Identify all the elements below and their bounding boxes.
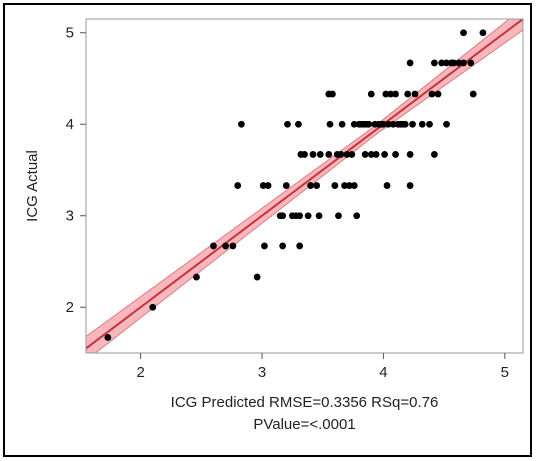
data-point bbox=[261, 242, 268, 250]
data-point bbox=[401, 120, 409, 128]
chart-frame: 2 3 4 5 2 3 4 5 ICG Predicted RMSE=0.3356 RSq=0… bbox=[3, 3, 532, 457]
x-tick-label: 2 bbox=[136, 364, 144, 381]
data-point bbox=[348, 151, 356, 158]
data-point bbox=[222, 242, 229, 250]
y-tick-label: 5 bbox=[66, 25, 74, 42]
data-point bbox=[325, 151, 333, 158]
data-point bbox=[282, 182, 290, 189]
confidence-band-lower bbox=[94, 29, 523, 353]
data-point bbox=[307, 182, 314, 189]
x-tick-label: 4 bbox=[379, 364, 387, 381]
data-point bbox=[350, 182, 358, 189]
data-point bbox=[335, 212, 342, 220]
data-point bbox=[331, 182, 339, 189]
data-point bbox=[301, 151, 308, 158]
data-point bbox=[418, 120, 426, 128]
data-point bbox=[304, 212, 312, 220]
data-point bbox=[467, 59, 475, 67]
data-point bbox=[455, 59, 463, 67]
x-axis-label-stats: PValue=<.0001 bbox=[253, 416, 355, 433]
data-point bbox=[392, 151, 399, 158]
data-point bbox=[104, 334, 112, 341]
data-point bbox=[430, 59, 438, 67]
data-point bbox=[253, 273, 261, 281]
data-point bbox=[341, 182, 348, 189]
data-point bbox=[430, 151, 438, 158]
data-point bbox=[367, 151, 375, 158]
data-point bbox=[469, 90, 477, 98]
data-point bbox=[296, 242, 304, 250]
data-point bbox=[367, 90, 375, 98]
data-point bbox=[380, 120, 387, 128]
confidence-band-upper bbox=[86, 19, 511, 337]
data-point bbox=[329, 90, 336, 98]
data-point bbox=[382, 90, 390, 98]
data-point bbox=[326, 120, 334, 128]
data-point bbox=[295, 120, 302, 128]
data-point bbox=[365, 120, 373, 128]
data-point bbox=[313, 182, 321, 189]
scatter-plot: 2 3 4 5 2 3 4 5 ICG Predicted RMSE=0.3356 RSq=0… bbox=[24, 18, 524, 433]
data-point bbox=[460, 29, 467, 37]
y-tick-label: 4 bbox=[66, 116, 74, 133]
data-point bbox=[406, 182, 414, 189]
data-point bbox=[346, 182, 353, 189]
data-point bbox=[438, 59, 446, 67]
data-point bbox=[426, 120, 433, 128]
data-point bbox=[149, 303, 157, 311]
data-point bbox=[193, 273, 200, 281]
data-point bbox=[284, 120, 291, 128]
data-point bbox=[237, 120, 245, 128]
data-point bbox=[387, 90, 395, 98]
data-point bbox=[434, 90, 442, 98]
data-point bbox=[309, 151, 317, 158]
data-point bbox=[279, 242, 287, 250]
data-point bbox=[383, 182, 391, 189]
data-point bbox=[479, 29, 487, 37]
x-tick-label: 3 bbox=[258, 364, 266, 381]
data-point bbox=[443, 120, 450, 128]
y-tick-label: 3 bbox=[66, 208, 74, 225]
data-point bbox=[460, 59, 467, 67]
data-point bbox=[338, 120, 346, 128]
plot-area-border bbox=[85, 18, 524, 354]
data-point bbox=[389, 120, 397, 128]
x-axis-label: ICG Predicted RMSE=0.3356 RSq=0.76 bbox=[171, 394, 439, 411]
data-point bbox=[264, 182, 272, 189]
data-point bbox=[409, 120, 416, 128]
data-point bbox=[443, 59, 450, 67]
data-point bbox=[279, 212, 287, 220]
data-point bbox=[296, 212, 304, 220]
data-point bbox=[210, 242, 217, 250]
data-point bbox=[361, 151, 369, 158]
data-point bbox=[406, 59, 414, 67]
data-point bbox=[406, 151, 414, 158]
data-point bbox=[392, 90, 399, 98]
data-point bbox=[316, 151, 324, 158]
y-axis-label: ICG Actual bbox=[24, 150, 41, 222]
data-point bbox=[350, 120, 358, 128]
data-point bbox=[343, 151, 351, 158]
x-tick-label: 5 bbox=[501, 364, 509, 381]
data-point bbox=[234, 182, 242, 189]
data-point bbox=[259, 182, 267, 189]
data-point bbox=[384, 120, 392, 128]
data-point bbox=[353, 212, 361, 220]
data-point bbox=[229, 242, 237, 250]
data-point bbox=[428, 90, 436, 98]
data-point bbox=[337, 151, 345, 158]
data-point bbox=[372, 151, 380, 158]
fit-line bbox=[86, 19, 523, 350]
data-point bbox=[315, 212, 323, 220]
data-point bbox=[381, 151, 389, 158]
y-tick-label: 2 bbox=[66, 299, 74, 316]
data-point bbox=[411, 90, 419, 98]
data-point bbox=[450, 59, 458, 67]
data-point bbox=[404, 90, 412, 98]
